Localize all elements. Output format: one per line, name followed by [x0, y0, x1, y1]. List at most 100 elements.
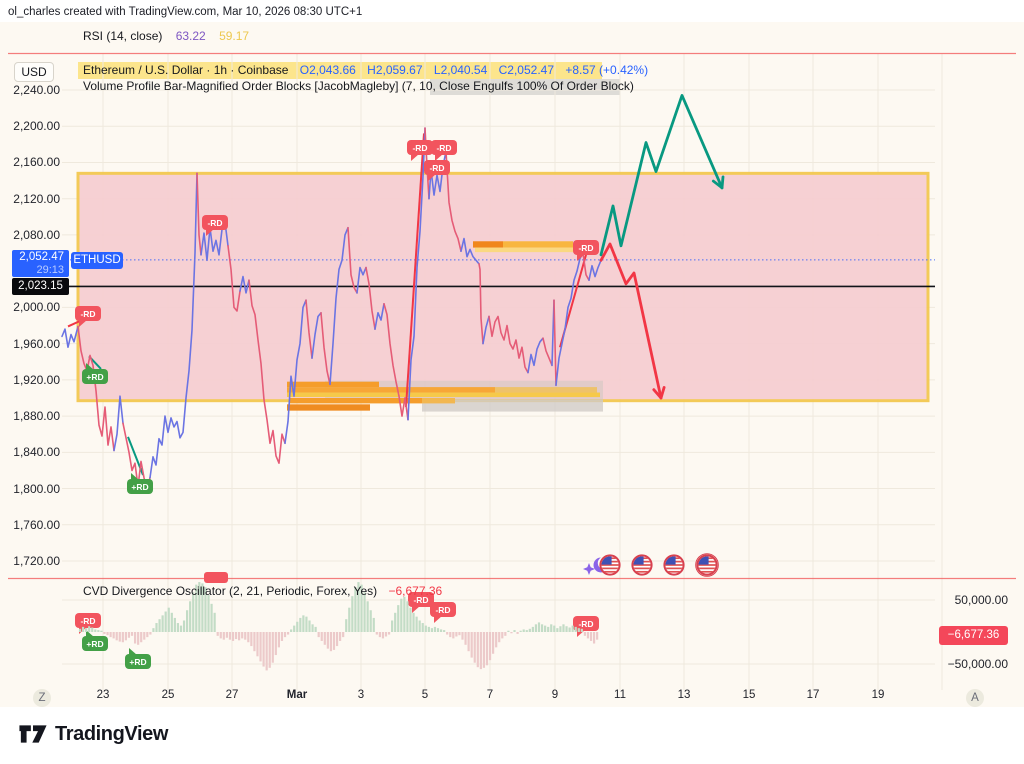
cvd-tick-label: −50,000.00 [947, 657, 1008, 671]
time-tick-label: 5 [421, 689, 429, 701]
time-tick-label: Z [33, 689, 51, 707]
cvd-histogram-bar [103, 632, 106, 634]
price-path-segment [365, 266, 376, 330]
order-block [473, 241, 503, 248]
indicator-highlight-gray [430, 79, 620, 95]
time-tick-label: 11 [614, 689, 626, 701]
svg-text:-RD: -RD [578, 243, 593, 253]
svg-text:-RD: -RD [413, 595, 428, 605]
cvd-histogram-bar [332, 632, 336, 650]
bullish-projection-arrow-head [711, 179, 724, 190]
cvd-title: CVD Divergence Oscillator (2, 21, Period… [83, 584, 378, 598]
price-path-segment [149, 172, 198, 479]
cvd-histogram-bar [458, 632, 461, 636]
time-tick-label: 25 [161, 689, 175, 701]
cvd-histogram-bar [522, 629, 525, 632]
divergence-label: +RD [127, 473, 153, 494]
cvd-histogram-bar [140, 632, 143, 643]
cvd-histogram-bar [234, 632, 238, 640]
cvd-histogram-bar [510, 632, 513, 634]
price-tick-label: 2,240.00 [13, 83, 60, 97]
cvd-histogram-bar [130, 632, 134, 636]
svg-text:-RD: -RD [80, 309, 95, 319]
cvd-histogram-bar [271, 632, 274, 663]
cvd-histogram-bar [397, 605, 400, 632]
us-flag-event-icon[interactable] [663, 554, 685, 576]
cvd-histogram-bar [375, 632, 378, 635]
cvd-histogram-bar [182, 620, 186, 632]
cvd-histogram-bar [305, 616, 308, 632]
time-tick-label: 17 [806, 689, 820, 701]
cvd-histogram-bar [495, 632, 498, 648]
tradingview-logo[interactable]: TradingView [18, 722, 168, 746]
cvd-histogram-bar [571, 625, 574, 632]
price-path-segment [113, 395, 124, 452]
cvd-histogram-bar [589, 632, 593, 641]
cvd-histogram-bar [286, 632, 290, 635]
cvd-histogram-bar [531, 626, 534, 632]
symbol-title: Ethereum / U.S. Dollar · 1h · Coinbase [83, 63, 289, 77]
currency-toggle-button[interactable]: USD [14, 62, 54, 82]
cvd-histogram-bar [219, 632, 222, 639]
order-block [287, 404, 370, 411]
cvd-histogram-bar [280, 632, 284, 641]
cvd-histogram-bar [216, 632, 219, 636]
bar-countdown: 29:13 [36, 264, 64, 276]
ohlc-low: L2,040.54 [433, 63, 488, 77]
price-path-segment [329, 226, 349, 386]
divergence-label: -RD [75, 306, 101, 327]
cvd-histogram-bar [311, 624, 314, 632]
cvd-histogram-bar [326, 632, 329, 649]
cvd-histogram-bar [592, 632, 596, 644]
cvd-histogram-bar [409, 607, 412, 632]
cvd-histogram-bar [225, 632, 228, 638]
cvd-histogram-bar [412, 612, 415, 632]
bearish-projection-arrow-head [659, 386, 666, 400]
cvd-histogram-bar [323, 632, 326, 645]
price-tick-label: 1,880.00 [13, 409, 60, 424]
cvd-histogram-bar [94, 629, 97, 632]
cvd-histogram-bar [424, 625, 427, 632]
cvd-histogram-bar [146, 632, 149, 638]
cvd-histogram-bar [540, 624, 544, 632]
divergence-label: +RD [82, 363, 108, 384]
divergence-label: -RD [573, 240, 599, 261]
cvd-histogram-bar [124, 632, 127, 641]
us-flag-event-icon[interactable] [599, 554, 621, 576]
svg-text:-RD: -RD [412, 143, 427, 153]
price-path-segment [383, 302, 409, 421]
cvd-histogram-bar [176, 623, 180, 632]
rsi-label: RSI (14, close) [83, 29, 163, 43]
cvd-histogram-bar [192, 592, 195, 632]
price-path-segment [582, 252, 590, 282]
divergence-line [405, 133, 425, 408]
cvd-histogram-bar [372, 617, 375, 632]
cvd-histogram-bar [256, 632, 259, 657]
cvd-histogram-bar [299, 617, 302, 632]
price-path-segment [488, 315, 529, 374]
cvd-histogram-bar [415, 616, 418, 632]
price-path-segment [588, 259, 602, 282]
us-flag-event-icon[interactable] [695, 553, 719, 577]
cvd-histogram-bar [507, 630, 510, 632]
price-path-segment [555, 252, 584, 387]
price-tick-label: 2,080.00 [13, 227, 60, 242]
time-tick-label: 23 [96, 689, 110, 701]
cvd-histogram-bar [528, 628, 531, 632]
cvd-divergence-label: +RD [82, 630, 108, 651]
time-tick-label: 13 [677, 689, 691, 701]
order-block [503, 241, 573, 248]
rsi-value: 63.22 [175, 29, 206, 43]
cvd-histogram-bar [244, 632, 247, 640]
cvd-histogram-bar [452, 632, 455, 639]
ohlc-close: C2,052.47 [498, 63, 555, 77]
cvd-histogram-bar [577, 628, 580, 632]
cvd-histogram-bar [596, 632, 599, 640]
cvd-histogram-bar [357, 582, 360, 632]
us-flag-event-icon[interactable] [631, 554, 653, 576]
svg-text:+RD: +RD [86, 639, 103, 649]
cvd-histogram-bar [290, 629, 293, 632]
svg-text:-RD: -RD [435, 605, 450, 615]
cvd-histogram-bar [118, 632, 121, 642]
